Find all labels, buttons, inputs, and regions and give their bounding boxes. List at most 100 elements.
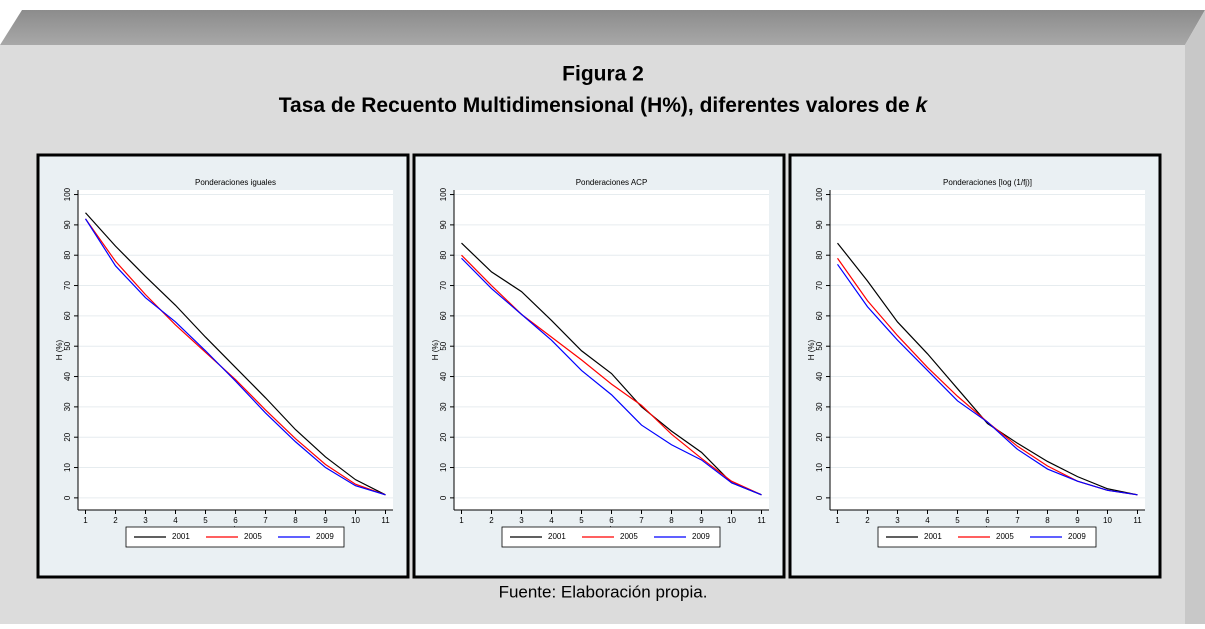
line-series: [461, 257, 762, 496]
y-axis-label: H (%): [431, 339, 440, 360]
x-tick-label: 6: [233, 516, 238, 525]
y-axis-label: H (%): [807, 339, 816, 360]
chart: Ponderaciones iguales 0 10 20 30 40 50 60 70 80 90…: [36, 153, 410, 579]
y-tick-label: 60: [439, 311, 448, 320]
x-tick-label: 5: [579, 516, 584, 525]
line-series: [85, 218, 386, 496]
y-tick-label: 10: [815, 463, 824, 472]
y-tick-label: 80: [815, 250, 824, 259]
line-series: [461, 242, 762, 496]
figure-subtitle: Tasa de Recuento Multidimensional (H%), …: [279, 94, 929, 117]
x-tick-label: 7: [263, 516, 268, 525]
x-tick-label: 4: [173, 516, 178, 525]
y-tick-label: 70: [63, 281, 72, 290]
legend-label: 2009: [1068, 532, 1086, 541]
y-tick-label: 90: [63, 220, 72, 229]
y-tick-label: 10: [439, 463, 448, 472]
chart-title: Ponderaciones ACP: [576, 178, 648, 187]
y-tick-label: 60: [63, 311, 72, 320]
x-tick-label: 2: [865, 516, 870, 525]
y-tick-label: 70: [439, 281, 448, 290]
x-tick-label: 10: [351, 516, 360, 525]
x-tick-label: 8: [293, 516, 298, 525]
x-tick-label: 3: [519, 516, 524, 525]
x-tick-label: 4: [925, 516, 930, 525]
y-tick-label: 100: [63, 187, 72, 201]
y-tick-label: 40: [439, 372, 448, 381]
x-tick-label: 3: [143, 516, 148, 525]
y-tick-label: 90: [815, 220, 824, 229]
y-tick-label: 50: [439, 341, 448, 350]
legend-label: 2001: [548, 532, 566, 541]
y-tick-label: 20: [63, 432, 72, 441]
chart: Ponderaciones [log (1/fj)] 0 10 20 30 40 50 60 7…: [788, 153, 1162, 579]
x-tick-label: 1: [459, 516, 464, 525]
y-tick-label: 40: [815, 372, 824, 381]
y-tick-label: 50: [63, 341, 72, 350]
y-tick-label: 30: [815, 402, 824, 411]
legend-label: 2001: [924, 532, 942, 541]
line-series: [837, 263, 1138, 496]
y-tick-label: 60: [815, 311, 824, 320]
y-tick-label: 50: [815, 341, 824, 350]
legend-label: 2005: [620, 532, 638, 541]
y-tick-label: 40: [63, 372, 72, 381]
x-tick-label: 11: [381, 516, 390, 525]
line-series: [85, 212, 386, 496]
source: Fuente: Elaboración propia.: [499, 582, 708, 601]
x-tick-label: 8: [669, 516, 674, 525]
y-tick-label: 30: [63, 402, 72, 411]
legend-label: 2005: [244, 532, 262, 541]
y-tick-label: 10: [63, 463, 72, 472]
y-tick-label: 70: [815, 281, 824, 290]
x-tick-label: 11: [757, 516, 766, 525]
x-tick-label: 5: [203, 516, 208, 525]
plot-area: [454, 190, 769, 510]
x-tick-label: 7: [1015, 516, 1020, 525]
y-tick-label: 0: [815, 495, 824, 500]
x-tick-label: 6: [609, 516, 614, 525]
x-tick-label: 6: [985, 516, 990, 525]
x-tick-label: 4: [549, 516, 554, 525]
y-tick-label: 90: [439, 220, 448, 229]
x-tick-label: 2: [113, 516, 118, 525]
y-tick-label: 0: [439, 495, 448, 500]
y-tick-label: 20: [439, 432, 448, 441]
x-tick-label: 3: [895, 516, 900, 525]
y-axis-label: H (%): [55, 339, 64, 360]
subtitle-k: k: [916, 94, 929, 117]
x-tick-label: 2: [489, 516, 494, 525]
y-tick-label: 80: [439, 250, 448, 259]
y-tick-label: 20: [815, 432, 824, 441]
plot-area: [78, 190, 393, 510]
legend-label: 2001: [172, 532, 190, 541]
subtitle-text: Tasa de Recuento Multidimensional (H%), …: [279, 94, 916, 117]
line-series: [837, 242, 1138, 496]
chart-title: Ponderaciones [log (1/fj)]: [943, 178, 1032, 187]
plot-area: [830, 190, 1145, 510]
chart: Ponderaciones ACP 0 10 20 30 40 50 60 70 80 90 100 1…: [412, 153, 786, 579]
bevel-top: [0, 10, 1205, 45]
x-tick-label: 9: [699, 516, 704, 525]
bevel-side: [1185, 10, 1205, 624]
legend-label: 2009: [316, 532, 334, 541]
y-tick-label: 30: [439, 402, 448, 411]
x-tick-label: 9: [1075, 516, 1080, 525]
line-series: [84, 218, 386, 496]
x-tick-label: 10: [727, 516, 736, 525]
line-series: [461, 254, 762, 496]
x-tick-label: 10: [1103, 516, 1112, 525]
figure-title: Figura 2: [562, 63, 644, 86]
x-tick-label: 9: [323, 516, 328, 525]
x-tick-label: 7: [639, 516, 644, 525]
y-tick-label: 80: [63, 250, 72, 259]
legend-label: 2005: [996, 532, 1014, 541]
x-tick-label: 5: [955, 516, 960, 525]
y-tick-label: 100: [815, 187, 824, 201]
y-tick-label: 0: [63, 495, 72, 500]
chart-title: Ponderaciones iguales: [195, 178, 276, 187]
x-tick-label: 1: [83, 516, 88, 525]
x-tick-label: 8: [1045, 516, 1050, 525]
x-tick-label: 1: [835, 516, 840, 525]
